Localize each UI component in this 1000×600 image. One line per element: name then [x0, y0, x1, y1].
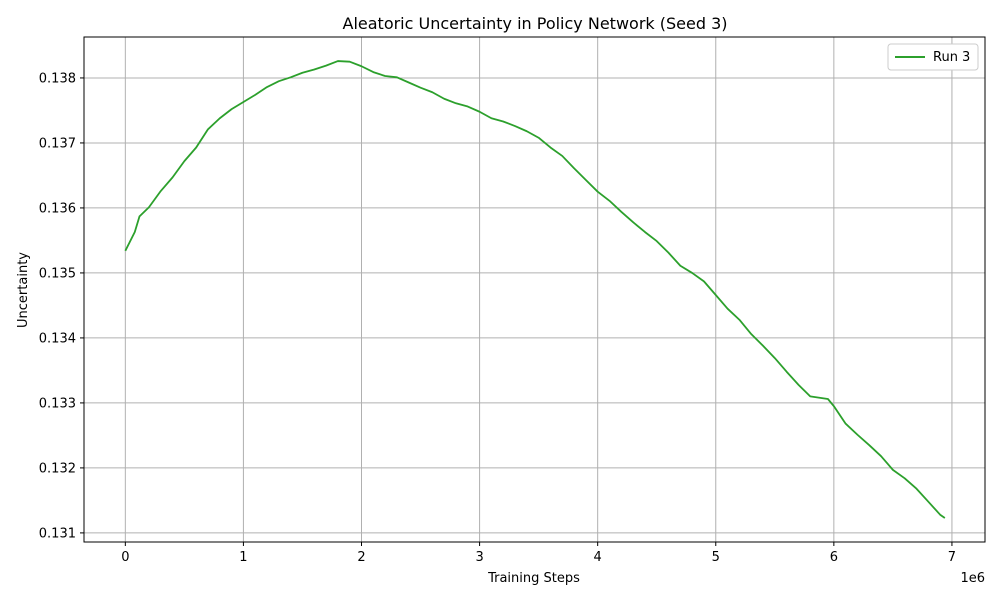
y-tick-label: 0.132 — [39, 461, 76, 476]
x-tick-label: 6 — [830, 550, 838, 565]
legend: Run 3 — [887, 43, 979, 71]
x-tick-label: 3 — [475, 550, 483, 565]
series-line-run-3 — [124, 60, 946, 519]
x-tick-label: 4 — [594, 550, 602, 565]
y-axis-label: Uncertainty — [16, 252, 31, 328]
x-axis-label: Training Steps — [487, 571, 580, 586]
y-tick-label: 0.131 — [39, 526, 76, 541]
x-axis-offset-label: 1e6 — [960, 571, 985, 586]
y-axis-ticks: 0.131 0.132 0.133 0.134 0.135 0.136 0.137 0.138 — [39, 71, 84, 541]
y-tick-label: 0.136 — [39, 201, 76, 216]
y-tick-label: 0.137 — [39, 136, 76, 151]
x-tick-label: 7 — [948, 550, 956, 565]
series-layer — [124, 60, 946, 519]
x-tick-label: 0 — [121, 550, 129, 565]
y-tick-label: 0.138 — [39, 71, 76, 86]
x-axis-ticks: 0 1 2 3 4 5 6 7 — [121, 542, 956, 565]
grid-lines — [84, 37, 985, 542]
y-tick-label: 0.134 — [39, 331, 76, 346]
x-tick-label: 1 — [239, 550, 247, 565]
legend-entry-label: Run 3 — [933, 50, 970, 65]
y-tick-label: 0.135 — [39, 266, 76, 281]
chart-title: Aleatoric Uncertainty in Policy Network … — [343, 14, 728, 33]
plot-frame — [83, 36, 986, 543]
y-tick-label: 0.133 — [39, 396, 76, 411]
legend-box — [887, 43, 979, 71]
x-tick-label: 2 — [357, 550, 365, 565]
x-tick-label: 5 — [712, 550, 720, 565]
